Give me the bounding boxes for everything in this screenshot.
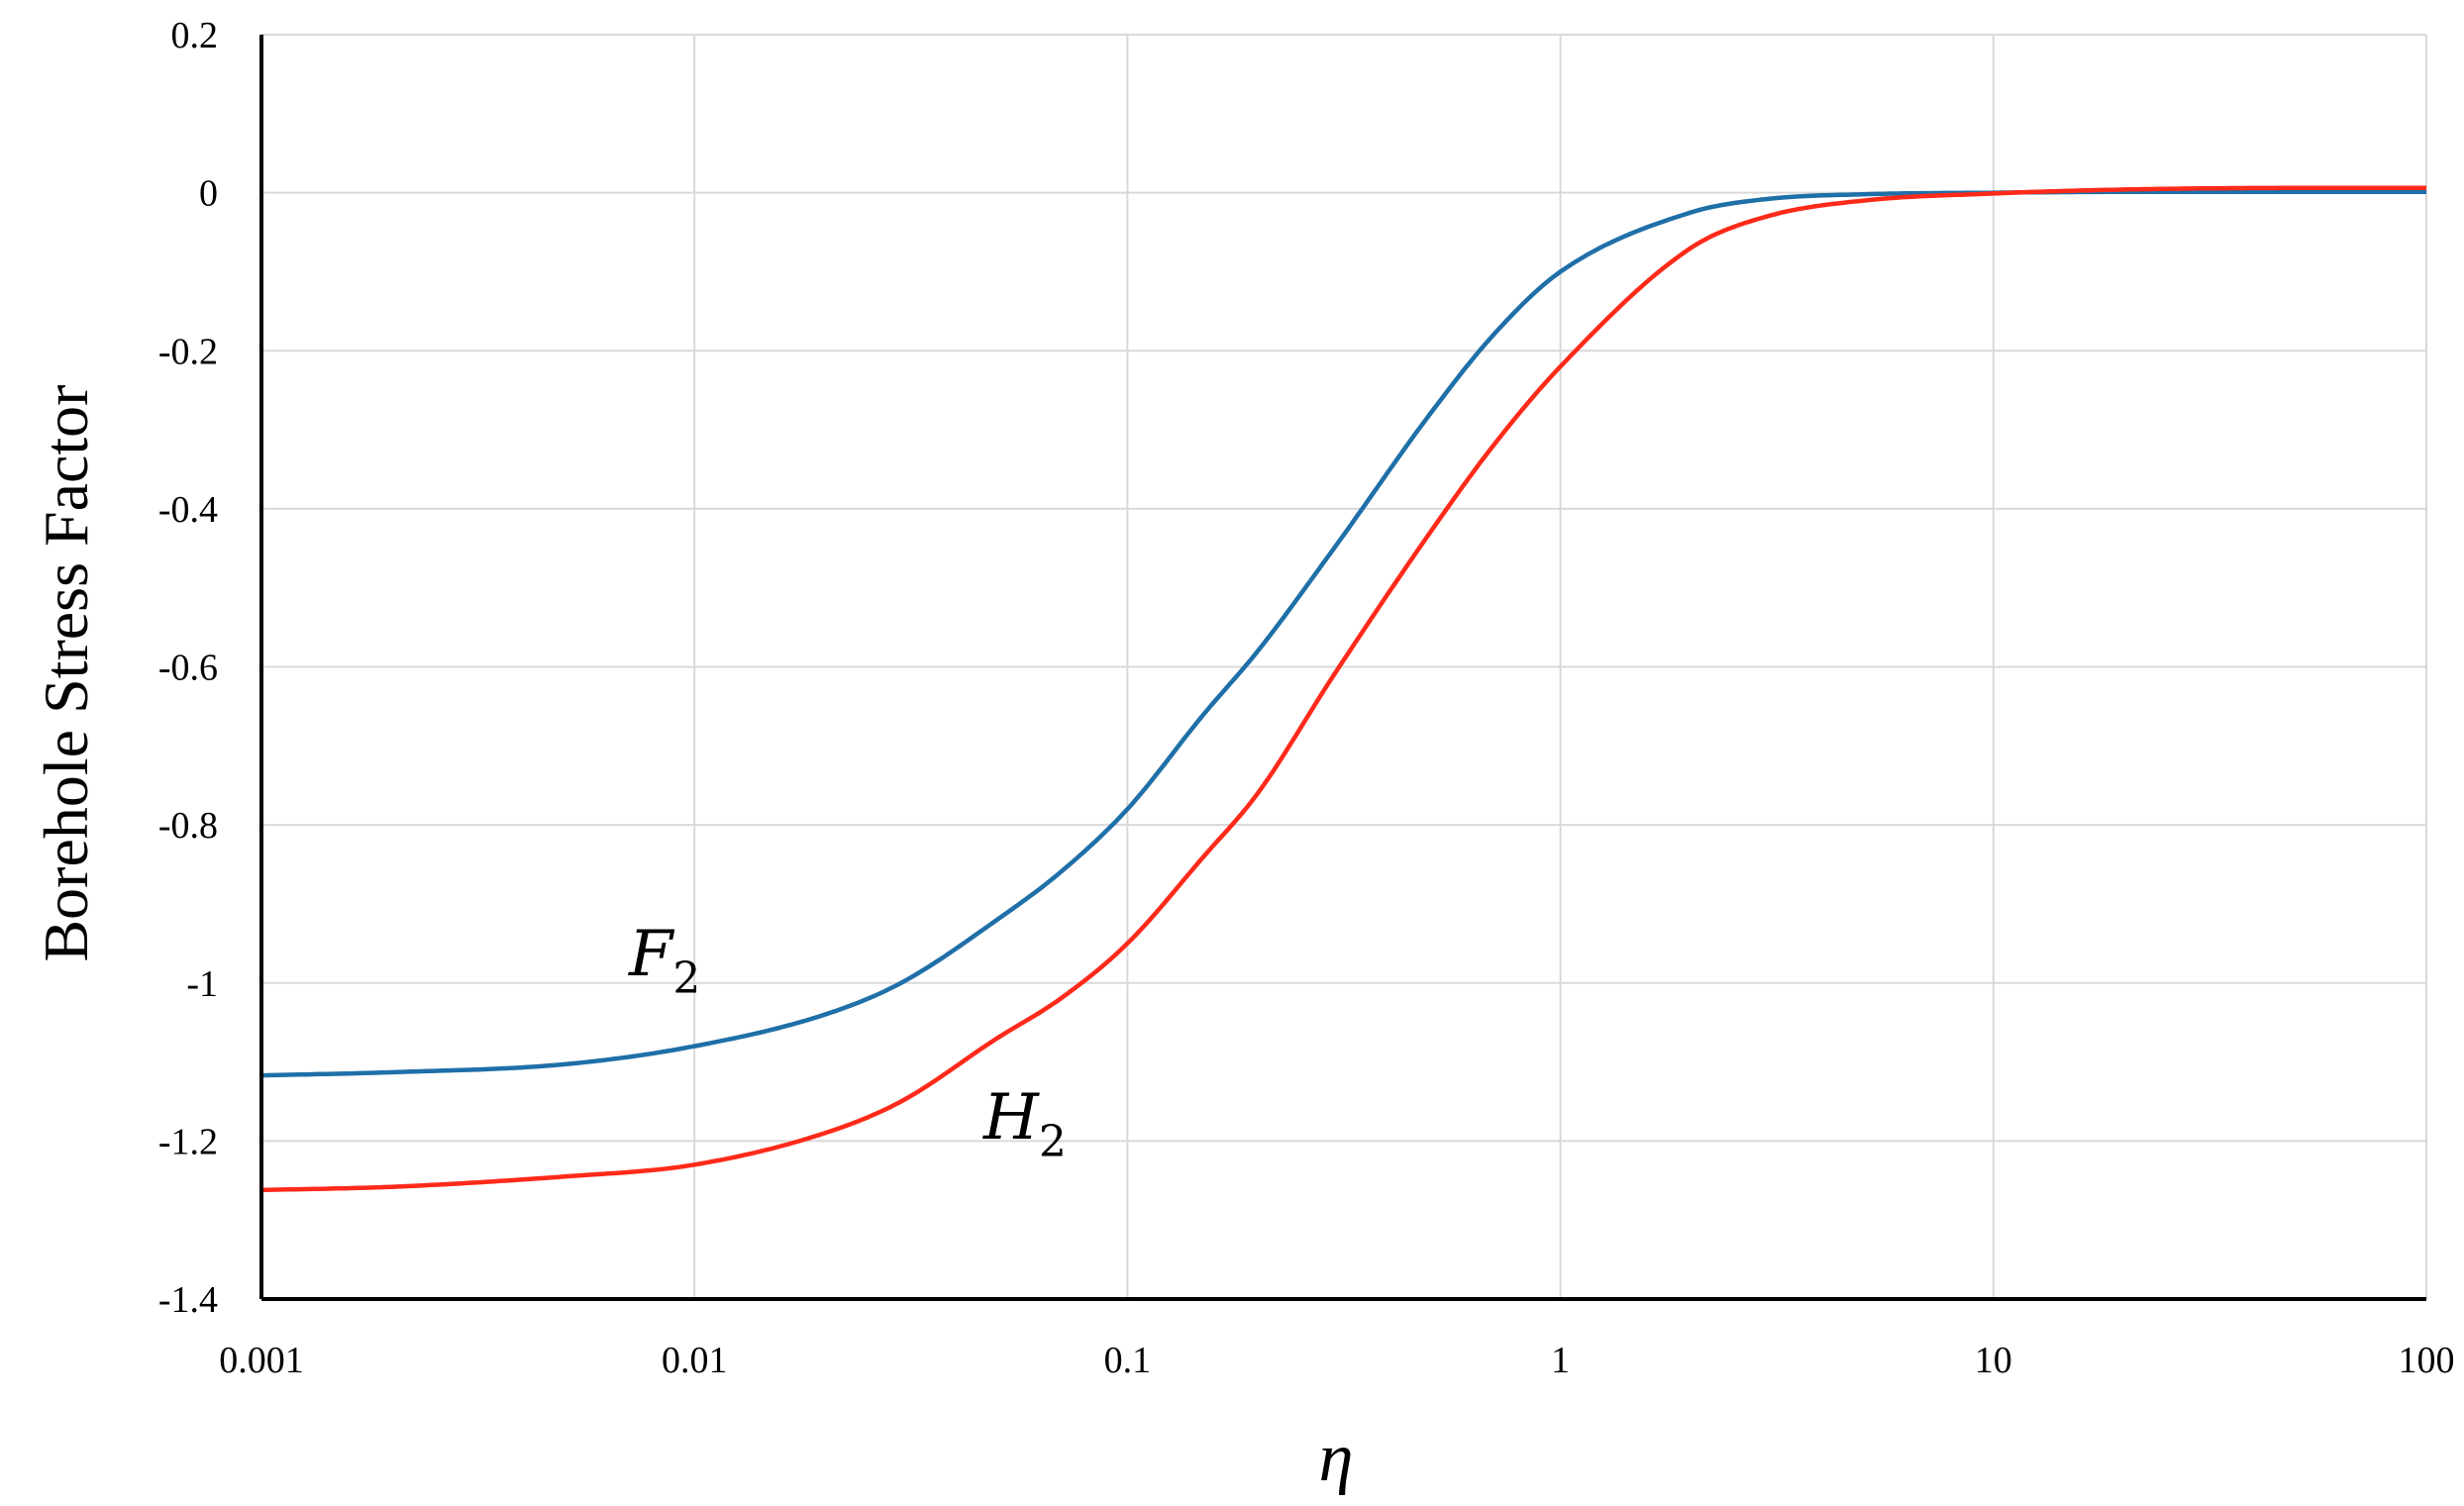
series-line-h2: [260, 185, 2426, 1193]
y-tick-label: -0.8: [158, 805, 218, 847]
curve-label-subscript: 2: [672, 954, 700, 1004]
x-tick-label: 100: [2399, 1340, 2455, 1381]
y-tick-label: -0.6: [158, 648, 218, 689]
x-tick-labels: 0.001 0.01 0.1 1 10 100: [219, 1340, 2454, 1381]
x-tick-label: 0.01: [662, 1340, 728, 1381]
y-tick-label: -0.2: [158, 331, 218, 372]
y-tick-label: 0.2: [171, 15, 219, 56]
x-tick-label: 1: [1551, 1340, 1570, 1381]
curve-label-h2: H2: [982, 1081, 1067, 1167]
series-layer: [260, 185, 2426, 1193]
y-axis-title: Borehole Stress Factor: [31, 385, 101, 962]
curve-label-subscript: 2: [1039, 1117, 1067, 1167]
y-tick-label: -1.4: [158, 1279, 218, 1321]
curve-label-main: F: [628, 918, 675, 991]
series-line-f2: [260, 189, 2426, 1078]
y-gridlines: [261, 34, 2426, 1300]
x-tick-label: 0.001: [219, 1340, 304, 1381]
x-axis-title: η: [1319, 1420, 1354, 1496]
y-tick-label: -1.2: [158, 1121, 218, 1162]
curve-label-f2: F2: [628, 918, 700, 1004]
x-tick-label: 10: [1975, 1340, 2012, 1381]
curve-label-main: H: [982, 1081, 1040, 1155]
y-tick-label: -0.4: [158, 489, 218, 531]
y-tick-label: -1: [186, 963, 218, 1005]
y-tick-label: 0: [199, 173, 218, 215]
x-tick-label: 0.1: [1104, 1340, 1152, 1381]
y-tick-labels: 0.2 0 -0.2 -0.4 -0.6 -0.8 -1 -1.2 -1.4: [158, 15, 218, 1321]
